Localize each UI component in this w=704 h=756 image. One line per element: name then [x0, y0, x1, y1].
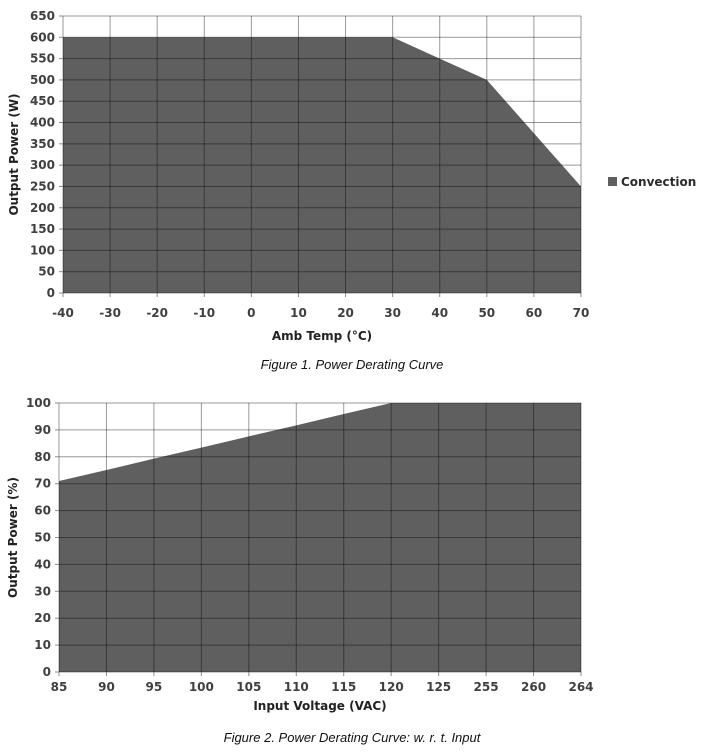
x-tick-label: 20 — [337, 306, 354, 320]
y-tick-label: 30 — [34, 584, 51, 598]
x-tick-label: 264 — [568, 680, 593, 694]
y-tick-label: 550 — [30, 52, 55, 66]
x-tick-label: 30 — [384, 306, 401, 320]
gridlines — [62, 15, 582, 294]
y-tick-label: 650 — [30, 9, 55, 23]
x-tick-label: 70 — [573, 306, 590, 320]
y-tick-label: 70 — [34, 477, 51, 491]
y-tick-label: 450 — [30, 94, 55, 108]
y-tick-label: 50 — [38, 265, 55, 279]
y-tick-label: 200 — [30, 201, 55, 215]
y-tick-label: 100 — [30, 243, 55, 257]
y-tick-label: 80 — [34, 450, 51, 464]
y-tick-label: 10 — [34, 638, 51, 652]
x-tick-label: 260 — [521, 680, 546, 694]
y-tick-label: 0 — [43, 665, 51, 679]
legend-swatch — [608, 177, 617, 186]
y-tick-label: 0 — [47, 286, 55, 300]
x-tick-label: 125 — [426, 680, 451, 694]
y-tick-label: 60 — [34, 504, 51, 518]
y-tick-label: 150 — [30, 222, 55, 236]
y-tick-label: 20 — [34, 611, 51, 625]
y-tick-label: 600 — [30, 30, 55, 44]
x-tick-label: 100 — [189, 680, 214, 694]
y-tick-label: 300 — [30, 158, 55, 172]
y-tick-label: 40 — [34, 557, 51, 571]
x-tick-label: -20 — [146, 306, 168, 320]
x-tick-label: 0 — [247, 306, 255, 320]
legend: Convection — [608, 175, 696, 189]
x-axis-title: Input Voltage (VAC) — [253, 699, 386, 713]
x-tick-label: 110 — [284, 680, 309, 694]
figure1-caption: Figure 1. Power Derating Curve — [260, 357, 444, 372]
x-tick-label: 40 — [431, 306, 448, 320]
x-axis-title: Amb Temp (°C) — [272, 329, 372, 343]
series-area — [59, 403, 581, 672]
gridlines — [58, 402, 582, 673]
x-tick-label: -40 — [52, 306, 74, 320]
series-area-convection — [63, 37, 581, 293]
figure2-area-chart: 0 10 20 30 40 50 60 70 80 90 100 85 90 95 100 105 110 115… — [6, 396, 594, 713]
x-tick-label: 60 — [526, 306, 543, 320]
y-axis-title: Output Power (%) — [6, 477, 20, 598]
figure1-area-chart: 050100150200250300350400450500550600650-… — [7, 9, 696, 343]
x-tick-label: 95 — [146, 680, 163, 694]
x-tick-label: 120 — [379, 680, 404, 694]
x-tick-label: 90 — [98, 680, 115, 694]
tick-marks — [59, 15, 582, 297]
x-tick-label: 105 — [236, 680, 261, 694]
y-tick-label: 90 — [34, 423, 51, 437]
x-tick-label: 10 — [290, 306, 307, 320]
y-tick-label: 100 — [26, 396, 51, 410]
y-tick-label: 500 — [30, 73, 55, 87]
x-tick-label: 85 — [51, 680, 68, 694]
tick-marks — [55, 402, 582, 676]
y-tick-label: 50 — [34, 531, 51, 545]
y-tick-label: 400 — [30, 116, 55, 130]
figure2-caption: Figure 2. Power Derating Curve: w. r. t.… — [223, 730, 481, 745]
y-axis-title: Output Power (W) — [7, 93, 21, 215]
legend-label: Convection — [621, 175, 696, 189]
x-tick-label: 255 — [474, 680, 499, 694]
x-tick-label: 50 — [478, 306, 495, 320]
x-tick-label: -10 — [193, 306, 215, 320]
y-tick-label: 350 — [30, 137, 55, 151]
x-tick-label: -30 — [99, 306, 121, 320]
y-tick-label: 250 — [30, 179, 55, 193]
x-tick-label: 115 — [331, 680, 356, 694]
